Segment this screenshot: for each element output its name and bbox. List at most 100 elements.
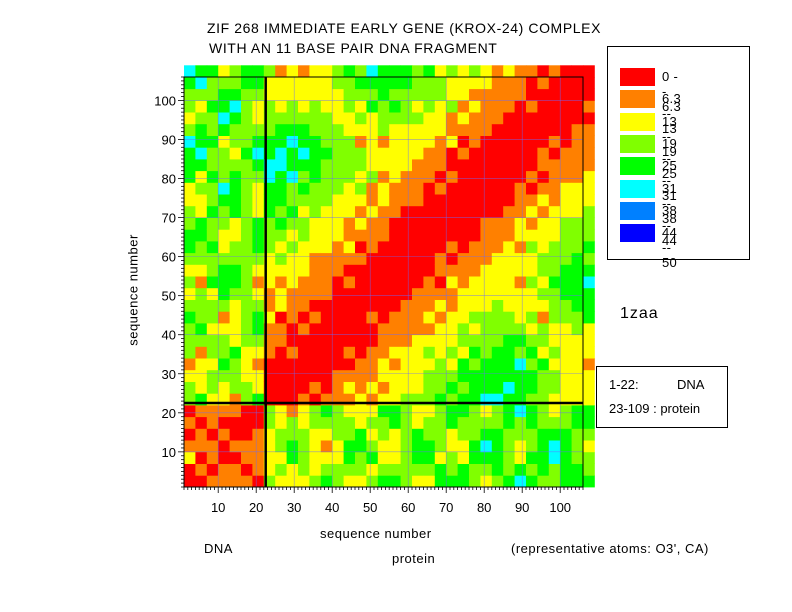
heatmap-cell: [526, 229, 538, 242]
heatmap-cell: [457, 346, 470, 359]
heatmap-cell: [218, 393, 230, 406]
heatmap-cell: [275, 416, 287, 429]
heatmap-cell: [366, 252, 379, 265]
heatmap-cell: [434, 276, 447, 289]
heatmap-cell: [195, 276, 208, 289]
heatmap-cell: [571, 88, 584, 101]
heatmap-cell: [480, 334, 493, 347]
heatmap-cell: [252, 77, 265, 90]
heatmap-cell: [309, 393, 322, 406]
heatmap-cell: [252, 276, 265, 289]
y-tick-label: 80: [162, 172, 176, 187]
heatmap-cell: [389, 147, 401, 160]
heatmap-cell: [412, 440, 424, 453]
heatmap-cell: [389, 159, 401, 172]
heatmap-cell: [241, 287, 253, 300]
heatmap-cell: [332, 252, 344, 265]
heatmap-cell: [514, 381, 527, 394]
heatmap-cell: [229, 440, 242, 453]
heatmap-cell: [184, 123, 196, 136]
heatmap-cell: [423, 241, 436, 254]
heatmap-cell: [184, 276, 196, 289]
heatmap-cell: [263, 276, 276, 289]
heatmap-cell: [195, 217, 208, 230]
heatmap-cell: [423, 451, 436, 464]
heatmap-cell: [560, 205, 572, 218]
heatmap-cell: [320, 463, 333, 476]
heatmap-cell: [480, 299, 493, 312]
heatmap-cell: [571, 182, 584, 195]
heatmap-cell: [241, 194, 253, 207]
heatmap-cell: [275, 440, 287, 453]
heatmap-cell: [469, 159, 481, 172]
heatmap-cell: [537, 147, 550, 160]
heatmap-cell: [229, 159, 242, 172]
heatmap-cell: [457, 65, 470, 78]
heatmap-cell: [583, 205, 595, 218]
heatmap-cell: [286, 428, 299, 441]
heatmap-cell: [332, 65, 344, 78]
heatmap-cell: [446, 405, 458, 418]
heatmap-cell: [241, 393, 253, 406]
heatmap-cell: [423, 475, 436, 488]
heatmap-cell: [389, 440, 401, 453]
legend-swatch: [620, 134, 655, 153]
heatmap-cell: [206, 311, 219, 324]
heatmap-cell: [218, 135, 230, 148]
heatmap-cell: [286, 147, 299, 160]
heatmap-cell: [548, 475, 561, 488]
heatmap-cell: [571, 299, 584, 312]
heatmap-cell: [423, 440, 436, 453]
heatmap-cell: [400, 381, 413, 394]
heatmap-cell: [241, 323, 253, 336]
heatmap-cell: [457, 463, 470, 476]
heatmap-cell: [434, 334, 447, 347]
heatmap-cell: [412, 194, 424, 207]
heatmap-cell: [229, 170, 242, 183]
heatmap-cell: [423, 77, 436, 90]
heatmap-cell: [332, 311, 344, 324]
heatmap-cell: [537, 334, 550, 347]
heatmap-cell: [400, 182, 413, 195]
x-tick-label: 40: [325, 500, 339, 515]
heatmap-cell: [548, 194, 561, 207]
x-tick-label: 50: [363, 500, 377, 515]
heatmap-cell: [332, 264, 344, 277]
heatmap-cell: [560, 416, 572, 429]
heatmap-cell: [434, 369, 447, 382]
dna-label: DNA: [204, 541, 233, 556]
heatmap-cell: [469, 311, 481, 324]
x-tick-label: 60: [401, 500, 415, 515]
heatmap-cell: [275, 299, 287, 312]
heatmap-cell: [309, 77, 322, 90]
heatmap-cell: [320, 241, 333, 254]
heatmap-cell: [252, 416, 265, 429]
heatmap-cell: [469, 182, 481, 195]
heatmap-cell: [503, 463, 515, 476]
heatmap-cell: [491, 463, 504, 476]
heatmap-cell: [526, 147, 538, 160]
heatmap-cell: [389, 88, 401, 101]
heatmap-cell: [263, 405, 276, 418]
heatmap-cell: [537, 123, 550, 136]
heatmap-cell: [583, 451, 595, 464]
heatmap-cell: [434, 405, 447, 418]
heatmap-cell: [434, 147, 447, 160]
heatmap-cell: [377, 229, 390, 242]
heatmap-cell: [560, 159, 572, 172]
heatmap-cell: [343, 147, 356, 160]
heatmap-cell: [526, 276, 538, 289]
heatmap-cell: [309, 276, 322, 289]
legend-label: 25 -- 31: [662, 158, 678, 204]
heatmap-cell: [457, 135, 470, 148]
heatmap-cell: [252, 451, 265, 464]
heatmap-cell: [457, 88, 470, 101]
heatmap-cell: [298, 205, 310, 218]
heatmap-cell: [229, 475, 242, 488]
heatmap-cell: [560, 475, 572, 488]
heatmap-cell: [377, 182, 390, 195]
heatmap-cell: [241, 159, 253, 172]
heatmap-cell: [548, 170, 561, 183]
heatmap-cell: [241, 475, 253, 488]
heatmap-cell: [298, 451, 310, 464]
